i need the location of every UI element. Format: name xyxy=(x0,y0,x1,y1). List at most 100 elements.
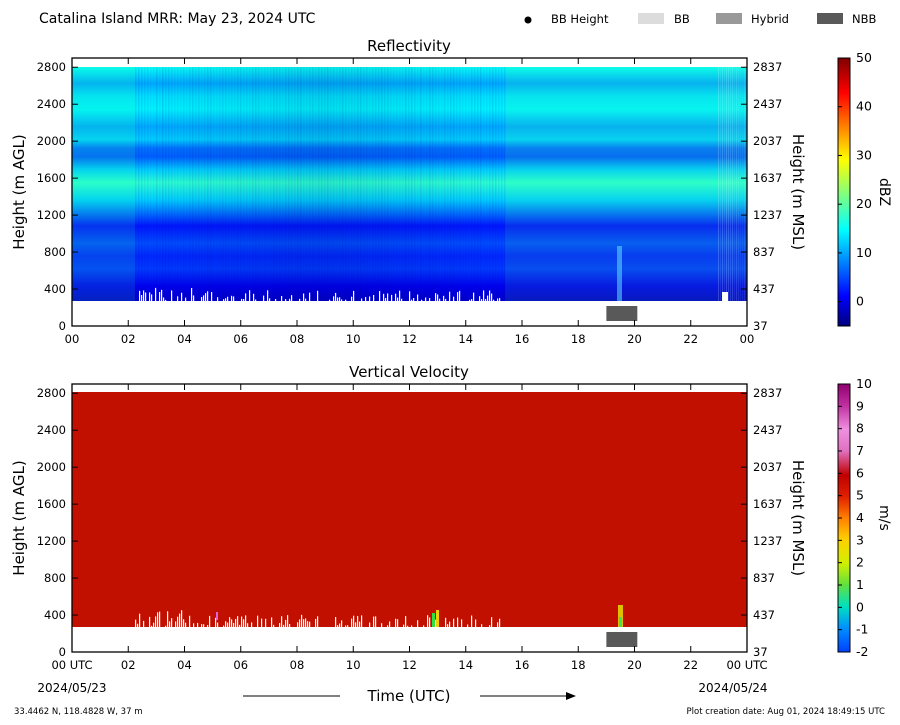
texture-streak xyxy=(432,67,434,301)
colorbar-tick-label: -1 xyxy=(856,622,868,637)
texture-streak xyxy=(252,67,254,301)
reflectivity-ylabel: Height (m AGL) xyxy=(10,134,28,249)
clutter-spike xyxy=(453,296,455,301)
clutter-spike xyxy=(307,621,309,627)
clutter-spike xyxy=(337,297,339,301)
clutter-spike xyxy=(185,622,187,627)
texture-streak xyxy=(396,67,398,301)
texture-streak xyxy=(405,67,407,301)
clutter-spike xyxy=(233,296,235,301)
texture-streak xyxy=(243,67,245,301)
clutter-spike xyxy=(345,625,347,627)
y-tick-label: 2800 xyxy=(37,60,66,74)
x-tick-label: 12 xyxy=(402,332,417,346)
x-tick-label: 22 xyxy=(683,658,698,672)
clutter-spike xyxy=(175,621,177,627)
clutter-spike xyxy=(151,294,153,301)
texture-streak xyxy=(742,67,743,301)
clutter-spike xyxy=(181,610,183,627)
clutter-spike xyxy=(341,299,343,301)
clutter-spike xyxy=(457,292,459,301)
x-tick-label: 14 xyxy=(458,658,473,672)
texture-streak xyxy=(420,67,422,301)
colorbar-tick-label: 0 xyxy=(856,294,864,309)
clutter-spike xyxy=(479,296,481,301)
clutter-spike xyxy=(303,293,305,301)
clutter-spike xyxy=(355,622,357,627)
y-tick-label: 1200 xyxy=(37,208,66,222)
colorbar-tick-label: 20 xyxy=(856,196,872,211)
clutter-spike xyxy=(227,296,229,301)
clutter-spike xyxy=(159,611,161,627)
clutter-spike xyxy=(339,623,341,627)
texture-streak xyxy=(453,67,455,301)
texture-streak xyxy=(456,67,458,301)
texture-streak xyxy=(465,67,467,301)
texture-streak xyxy=(495,67,497,301)
velocity-anomaly xyxy=(618,605,623,627)
texture-streak xyxy=(141,67,143,301)
texture-streak xyxy=(198,67,200,301)
clutter-spike xyxy=(211,292,213,301)
rain-streak xyxy=(617,246,622,301)
texture-streak xyxy=(177,67,179,301)
clutter-spike xyxy=(485,299,487,301)
clutter-spike xyxy=(177,616,179,627)
clutter-spike xyxy=(471,299,473,301)
clutter-spike xyxy=(427,615,429,627)
clutter-spike xyxy=(169,621,171,627)
texture-streak xyxy=(225,67,227,301)
clutter-spike xyxy=(407,625,409,627)
x-tick-label: 22 xyxy=(683,332,698,346)
texture-streak xyxy=(144,67,146,301)
texture-streak xyxy=(291,67,293,301)
x-tick-label: 20 xyxy=(627,658,642,672)
y-tick-label-right: 2037 xyxy=(753,134,782,148)
clutter-spike xyxy=(499,618,501,627)
clutter-spike xyxy=(489,290,491,301)
x-tick-label: 04 xyxy=(177,332,192,346)
texture-streak xyxy=(351,67,353,301)
texture-streak xyxy=(718,67,719,301)
texture-streak xyxy=(390,67,392,301)
clutter-spike xyxy=(143,620,145,627)
texture-streak xyxy=(216,67,218,301)
clutter-spike xyxy=(165,625,167,627)
texture-streak xyxy=(174,67,176,301)
header-legend: BB Height BB Hybrid NBB xyxy=(524,12,876,26)
clutter-spike xyxy=(303,619,305,627)
texture-streak xyxy=(189,67,191,301)
clutter-spike xyxy=(493,299,495,301)
y-tick-label: 1600 xyxy=(37,497,66,511)
clutter-spike xyxy=(289,298,291,301)
clutter-spike xyxy=(297,622,299,627)
texture-streak xyxy=(162,67,164,301)
reflectivity-colorbar-scale xyxy=(837,57,851,327)
colorbar-tick-label: -2 xyxy=(856,644,868,659)
clutter-spike xyxy=(411,625,413,627)
y-tick-label: 2400 xyxy=(37,423,66,437)
texture-streak xyxy=(231,67,233,301)
velocity-anomaly xyxy=(216,612,218,620)
colorbar-tick-label: 50 xyxy=(856,50,872,65)
texture-streak xyxy=(159,67,161,301)
y-tick-label: 1600 xyxy=(37,171,66,185)
clutter-spike xyxy=(499,298,501,301)
texture-streak xyxy=(348,67,350,301)
x-tick-label: 14 xyxy=(458,332,473,346)
clutter-spike xyxy=(397,297,399,301)
reflectivity-ylabel-right: Height (m MSL) xyxy=(789,134,807,250)
clutter-spike xyxy=(301,614,303,627)
clutter-spike xyxy=(149,616,151,627)
clutter-spike xyxy=(299,298,301,301)
clutter-spike xyxy=(185,297,187,301)
clutter-spike xyxy=(383,293,385,301)
clutter-spike xyxy=(341,620,343,627)
texture-streak xyxy=(369,67,371,301)
clutter-spike xyxy=(227,622,229,627)
clutter-spike xyxy=(423,625,425,627)
velocity-ylabel-right: Height (m MSL) xyxy=(789,460,807,576)
clutter-spike xyxy=(155,616,157,627)
hybrid-swatch xyxy=(716,13,742,24)
texture-streak xyxy=(180,67,182,301)
